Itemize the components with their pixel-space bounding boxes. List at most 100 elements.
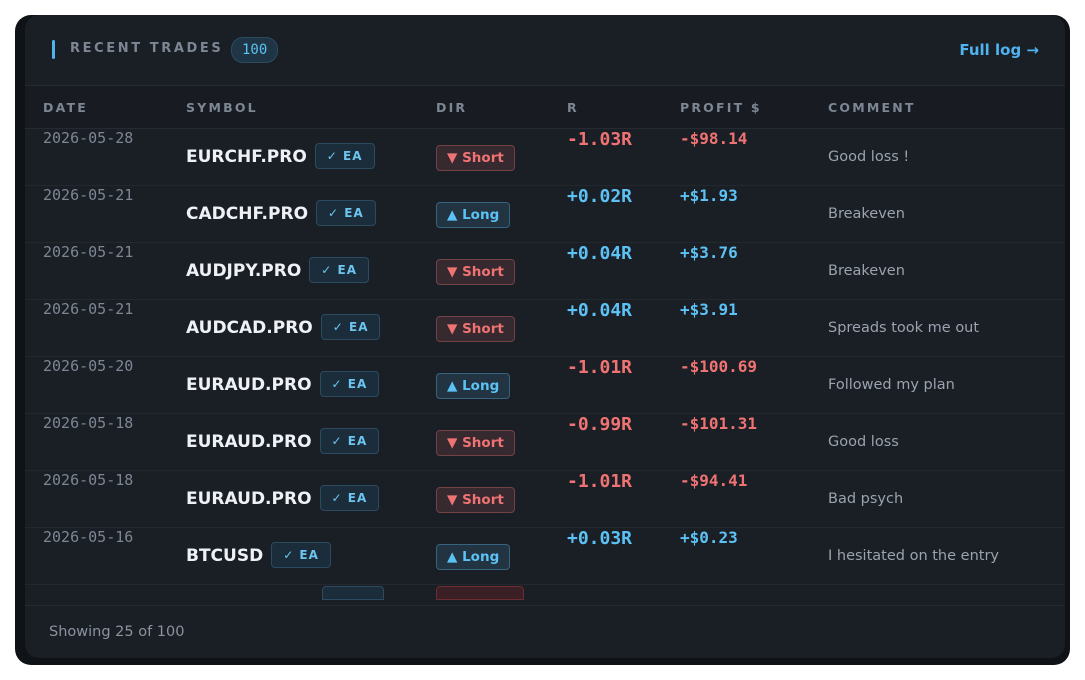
symbol: BTCUSD (186, 546, 264, 566)
r-multiple: -1.01R (567, 357, 633, 378)
dir-cell: ▼ Short (436, 471, 515, 513)
trade-row: 2026-05-21 AUDJPY.PRO ✓ EA ▼ Short +0.04R +$3… (25, 243, 1065, 300)
date: 2026-05-18 (43, 471, 134, 489)
symbol: EURAUD.PRO (186, 375, 312, 395)
symbol: EURAUD.PRO (186, 489, 312, 509)
direction-badge: ▲ Long (436, 373, 511, 399)
direction-badge: ▼ Short (436, 430, 515, 456)
date: 2026-05-18 (43, 414, 134, 432)
symbol-cell: AUDJPY.PRO ✓ EA (186, 243, 370, 299)
direction-badge: ▲ Long (436, 544, 511, 570)
footer-text: Showing 25 of 100 (49, 624, 185, 640)
date: 2026-05-20 (43, 357, 134, 375)
r-multiple: -0.99R (567, 414, 633, 435)
direction-badge: ▼ Short (436, 259, 515, 285)
trade-row: 2026-05-21 AUDCAD.PRO ✓ EA ▼ Short +0.04R +$3… (25, 300, 1065, 357)
trade-row: 2026-05-18 EURAUD.PRO ✓ EA ▼ Short -1.01R -$9… (25, 471, 1065, 528)
symbol-cell: CADCHF.PRO ✓ EA (186, 186, 376, 242)
date: 2026-05-21 (43, 300, 134, 318)
column-headers: DATE SYMBOL DIR R PROFIT $ COMMENT (25, 86, 1065, 129)
date: 2026-05-21 (43, 243, 134, 261)
symbol-cell: EURAUD.PRO ✓ EA (186, 471, 380, 527)
dir-cell: ▼ Short (436, 414, 515, 456)
symbol: EURCHF.PRO (186, 147, 307, 167)
r-multiple: -1.03R (567, 129, 633, 150)
count-badge: 100 (231, 37, 279, 63)
comment: Breakeven (828, 263, 905, 279)
r-multiple: +0.04R (567, 243, 633, 264)
symbol-cell: AUDCAD.PRO ✓ EA (186, 300, 381, 356)
symbol: AUDCAD.PRO (186, 318, 313, 338)
dir-cell: ▼ Short (436, 300, 515, 342)
frame: RECENT TRADES 100 Full log → DATE SYMBOL D… (15, 15, 1070, 665)
symbol-cell: EURAUD.PRO ✓ EA (186, 414, 380, 470)
panel-title: RECENT TRADES (70, 41, 224, 56)
direction-badge: ▼ Short (436, 487, 515, 513)
profit: +$1.93 (680, 186, 738, 205)
ea-badge: ✓ EA (319, 371, 380, 397)
r-multiple: -1.01R (567, 471, 633, 492)
dir-cell: ▼ Short (436, 129, 515, 171)
date: 2026-05-21 (43, 186, 134, 204)
direction-badge: ▲ Long (436, 202, 511, 228)
trade-row: 2026-05-21 CADCHF.PRO ✓ EA ▲ Long +0.02R +$1.… (25, 186, 1065, 243)
direction-badge: ▼ Short (436, 145, 515, 171)
comment: Followed my plan (828, 377, 955, 393)
profit: +$3.91 (680, 300, 738, 319)
symbol-cell: BTCUSD ✓ EA (186, 528, 331, 584)
comment: I hesitated on the entry (828, 548, 999, 564)
symbol: EURAUD.PRO (186, 432, 312, 452)
dir-cell: ▲ Long (436, 528, 511, 570)
ea-badge: ✓ EA (316, 200, 376, 226)
trade-row: 2026-05-28 EURCHF.PRO ✓ EA ▼ Short -1.03R -$9… (25, 129, 1065, 186)
direction-badge: ▼ Short (436, 316, 515, 342)
symbol-cell: EURAUD.PRO ✓ EA (186, 357, 380, 413)
comment: Bad psych (828, 491, 904, 507)
r-multiple: +0.02R (567, 186, 633, 207)
comment: Breakeven (828, 206, 905, 222)
column-header: R (567, 100, 579, 115)
ea-badge: ✓ EA (314, 143, 375, 169)
trade-row: 2026-05-16 BTCUSD ✓ EA ▲ Long +0.03R +$0.23 I … (25, 528, 1065, 585)
comment: Good loss (828, 434, 899, 450)
symbol: CADCHF.PRO (186, 204, 309, 224)
trade-row: 2026-05-20 EURAUD.PRO ✓ EA ▲ Long -1.01R -$10… (25, 357, 1065, 414)
profit: +$0.23 (680, 528, 738, 547)
trade-row: 2026-05-18 EURAUD.PRO ✓ EA ▼ Short -0.99R -$1… (25, 414, 1065, 471)
date: 2026-05-16 (43, 528, 134, 546)
column-header: DATE (43, 100, 88, 115)
symbol-cell: EURCHF.PRO ✓ EA (186, 129, 375, 185)
r-multiple: +0.04R (567, 300, 633, 321)
panel-header: RECENT TRADES 100 Full log → (25, 15, 1065, 86)
profit: +$3.76 (680, 243, 738, 262)
full-log-link[interactable]: Full log → (959, 41, 1039, 59)
trades-panel: RECENT TRADES 100 Full log → DATE SYMBOL D… (25, 15, 1065, 658)
accent-bar (52, 40, 55, 59)
partial-row (25, 585, 1065, 605)
ea-badge: ✓ EA (319, 485, 380, 511)
profit: -$100.69 (680, 357, 758, 376)
ea-badge: ✓ EA (309, 257, 370, 283)
profit: -$98.14 (680, 129, 748, 148)
symbol: AUDJPY.PRO (186, 261, 302, 281)
column-header: PROFIT $ (680, 100, 762, 115)
ea-badge: ✓ EA (271, 542, 331, 568)
comment: Spreads took me out (828, 320, 980, 336)
profit: -$101.31 (680, 414, 758, 433)
dir-cell: ▼ Short (436, 243, 515, 285)
badge-stub (322, 586, 384, 600)
column-header: COMMENT (828, 100, 916, 115)
r-multiple: +0.03R (567, 528, 633, 549)
trade-rows: 2026-05-28 EURCHF.PRO ✓ EA ▼ Short -1.03R -$9… (25, 129, 1065, 605)
dir-stub (436, 586, 524, 600)
date: 2026-05-28 (43, 129, 134, 147)
dir-cell: ▲ Long (436, 186, 511, 228)
column-header: DIR (436, 100, 468, 115)
comment: Good loss ! (828, 149, 910, 165)
column-header: SYMBOL (186, 100, 258, 115)
ea-badge: ✓ EA (320, 314, 381, 340)
ea-badge: ✓ EA (319, 428, 380, 454)
panel-footer: Showing 25 of 100 (25, 605, 1065, 658)
profit: -$94.41 (680, 471, 748, 490)
